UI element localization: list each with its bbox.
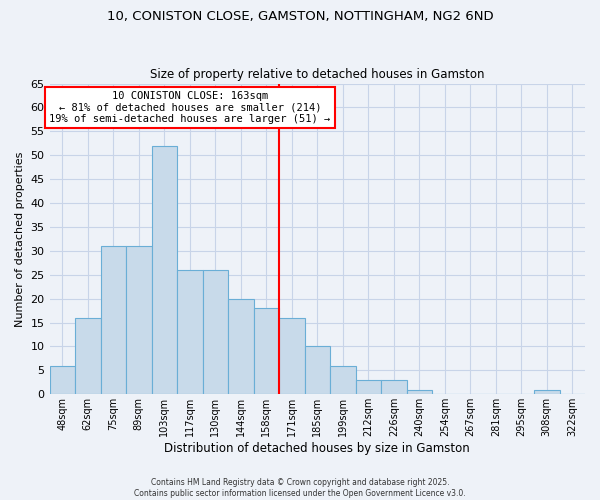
Bar bbox=[330, 366, 356, 394]
Bar bbox=[407, 390, 432, 394]
Bar bbox=[126, 246, 152, 394]
Y-axis label: Number of detached properties: Number of detached properties bbox=[15, 151, 25, 326]
X-axis label: Distribution of detached houses by size in Gamston: Distribution of detached houses by size … bbox=[164, 442, 470, 455]
Bar bbox=[75, 318, 101, 394]
Bar bbox=[254, 308, 279, 394]
Bar bbox=[203, 270, 228, 394]
Title: Size of property relative to detached houses in Gamston: Size of property relative to detached ho… bbox=[150, 68, 485, 81]
Bar bbox=[177, 270, 203, 394]
Bar bbox=[356, 380, 381, 394]
Bar bbox=[101, 246, 126, 394]
Bar bbox=[228, 298, 254, 394]
Bar bbox=[279, 318, 305, 394]
Text: 10, CONISTON CLOSE, GAMSTON, NOTTINGHAM, NG2 6ND: 10, CONISTON CLOSE, GAMSTON, NOTTINGHAM,… bbox=[107, 10, 493, 23]
Text: Contains HM Land Registry data © Crown copyright and database right 2025.
Contai: Contains HM Land Registry data © Crown c… bbox=[134, 478, 466, 498]
Text: 10 CONISTON CLOSE: 163sqm
← 81% of detached houses are smaller (214)
19% of semi: 10 CONISTON CLOSE: 163sqm ← 81% of detac… bbox=[49, 90, 331, 124]
Bar bbox=[305, 346, 330, 395]
Bar bbox=[534, 390, 560, 394]
Bar bbox=[152, 146, 177, 394]
Bar bbox=[50, 366, 75, 394]
Bar bbox=[381, 380, 407, 394]
